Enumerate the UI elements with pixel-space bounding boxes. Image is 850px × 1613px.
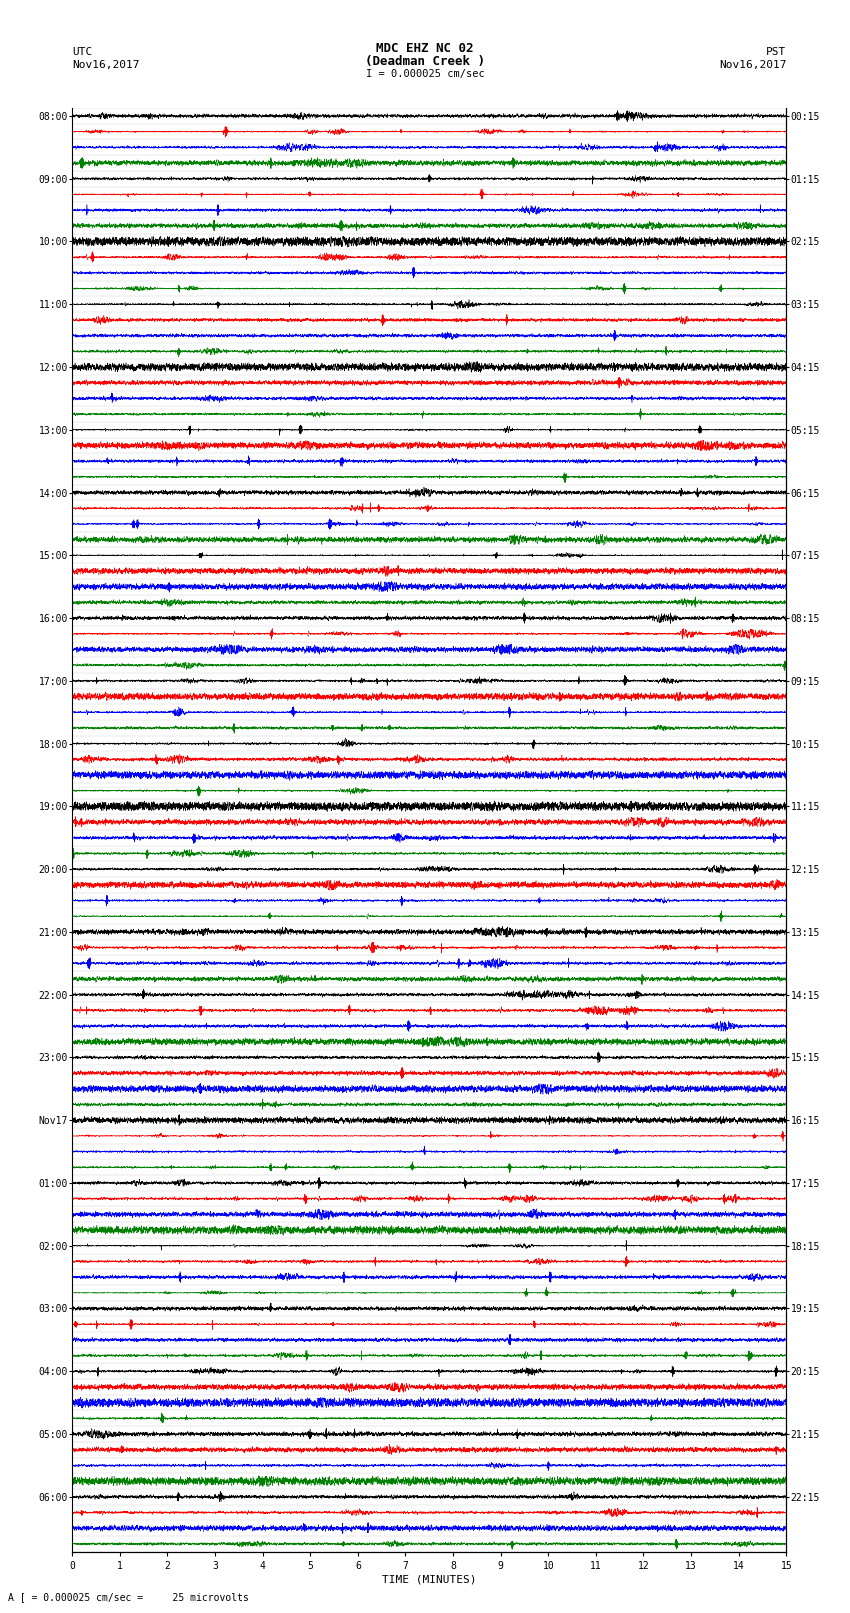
Text: PST: PST <box>766 47 786 56</box>
Text: I = 0.000025 cm/sec: I = 0.000025 cm/sec <box>366 69 484 79</box>
Text: (Deadman Creek ): (Deadman Creek ) <box>365 55 485 68</box>
Text: Nov16,2017: Nov16,2017 <box>72 60 139 69</box>
X-axis label: TIME (MINUTES): TIME (MINUTES) <box>382 1574 477 1586</box>
Text: MDC EHZ NC 02: MDC EHZ NC 02 <box>377 42 473 55</box>
Text: Nov16,2017: Nov16,2017 <box>719 60 786 69</box>
Text: A [ = 0.000025 cm/sec =     25 microvolts: A [ = 0.000025 cm/sec = 25 microvolts <box>8 1592 249 1602</box>
Text: UTC: UTC <box>72 47 93 56</box>
